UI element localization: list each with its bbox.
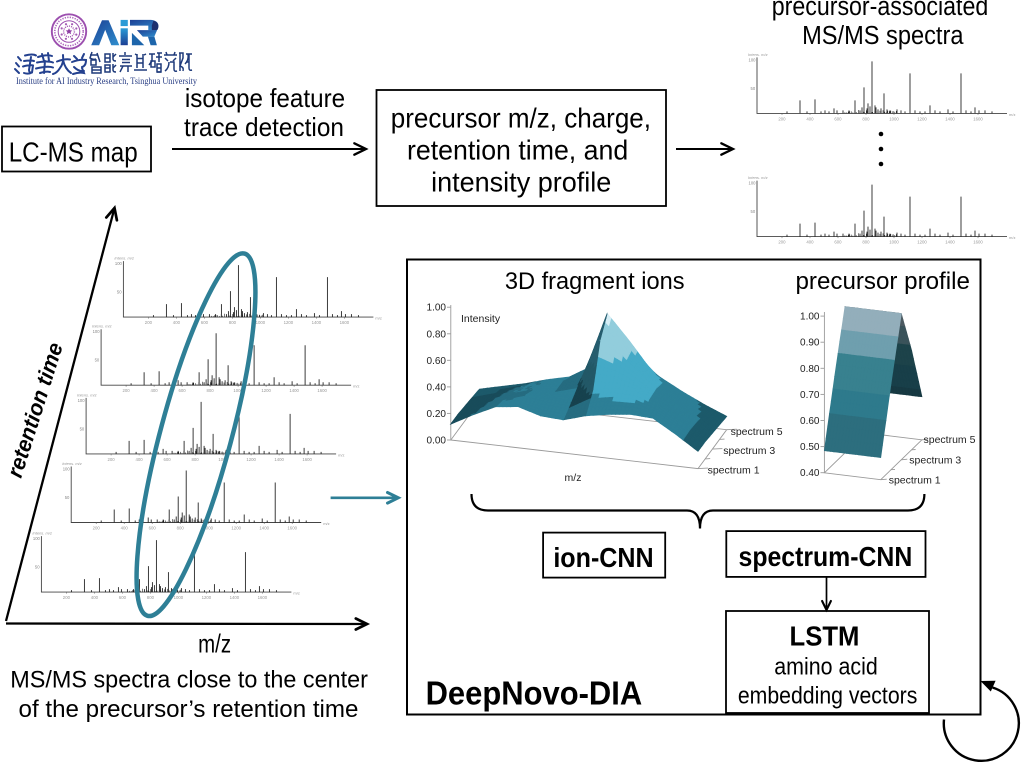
svg-text:0.20: 0.20 (427, 409, 447, 420)
svg-text:amino acid: amino acid (774, 653, 878, 680)
svg-text:0.00: 0.00 (427, 436, 447, 447)
svg-text:embedding vectors: embedding vectors (738, 683, 918, 710)
svg-text:0.60: 0.60 (800, 416, 820, 427)
svg-text:0.50: 0.50 (800, 442, 820, 453)
svg-text:0.60: 0.60 (427, 356, 447, 367)
svg-text:retention time, and: retention time, and (407, 135, 628, 166)
svg-text:3D fragment ions: 3D fragment ions (505, 268, 685, 295)
svg-text:of the precursor’s retention t: of the precursor’s retention time (19, 696, 359, 723)
svg-text:Institute for AI Industry Rese: Institute for AI Industry Research, Tsin… (16, 76, 197, 87)
svg-text:0.90: 0.90 (800, 338, 820, 349)
svg-text:0.40: 0.40 (427, 382, 447, 393)
svg-text:1.00: 1.00 (427, 303, 447, 314)
svg-text:spectrum 3: spectrum 3 (723, 445, 775, 457)
svg-text:0.80: 0.80 (427, 329, 447, 340)
svg-text:precursor m/z, charge,: precursor m/z, charge, (391, 103, 651, 134)
svg-text:MS/MS spectra: MS/MS spectra (802, 22, 964, 50)
svg-text:m/z: m/z (198, 629, 231, 659)
svg-text:LC-MS map: LC-MS map (9, 137, 138, 168)
svg-text:precursor-associated: precursor-associated (772, 0, 989, 21)
svg-text:m/z: m/z (565, 472, 582, 484)
svg-text:LSTM: LSTM (790, 621, 860, 652)
svg-text:spectrum 1: spectrum 1 (889, 474, 941, 486)
svg-text:spectrum 1: spectrum 1 (708, 464, 760, 476)
svg-text:intensity profile: intensity profile (431, 167, 611, 198)
svg-text:isotope feature: isotope feature (185, 83, 345, 113)
svg-text:0.70: 0.70 (800, 390, 820, 401)
svg-text:trace detection: trace detection (184, 112, 344, 142)
svg-text:1.00: 1.00 (800, 312, 820, 323)
svg-text:0.80: 0.80 (800, 364, 820, 375)
svg-text:precursor profile: precursor profile (796, 268, 970, 295)
svg-text:spectrum 3: spectrum 3 (909, 454, 961, 466)
svg-text:ion-CNN: ion-CNN (553, 542, 653, 573)
svg-text:spectrum 5: spectrum 5 (924, 434, 976, 446)
svg-text:spectrum 5: spectrum 5 (731, 426, 783, 438)
svg-text:0.40: 0.40 (800, 468, 820, 479)
svg-text:MS/MS spectra close to the cen: MS/MS spectra close to the center (10, 667, 368, 694)
svg-text:DeepNovo-DIA: DeepNovo-DIA (426, 675, 643, 712)
svg-text:Intensity: Intensity (461, 313, 501, 325)
svg-text:spectrum-CNN: spectrum-CNN (739, 541, 913, 572)
